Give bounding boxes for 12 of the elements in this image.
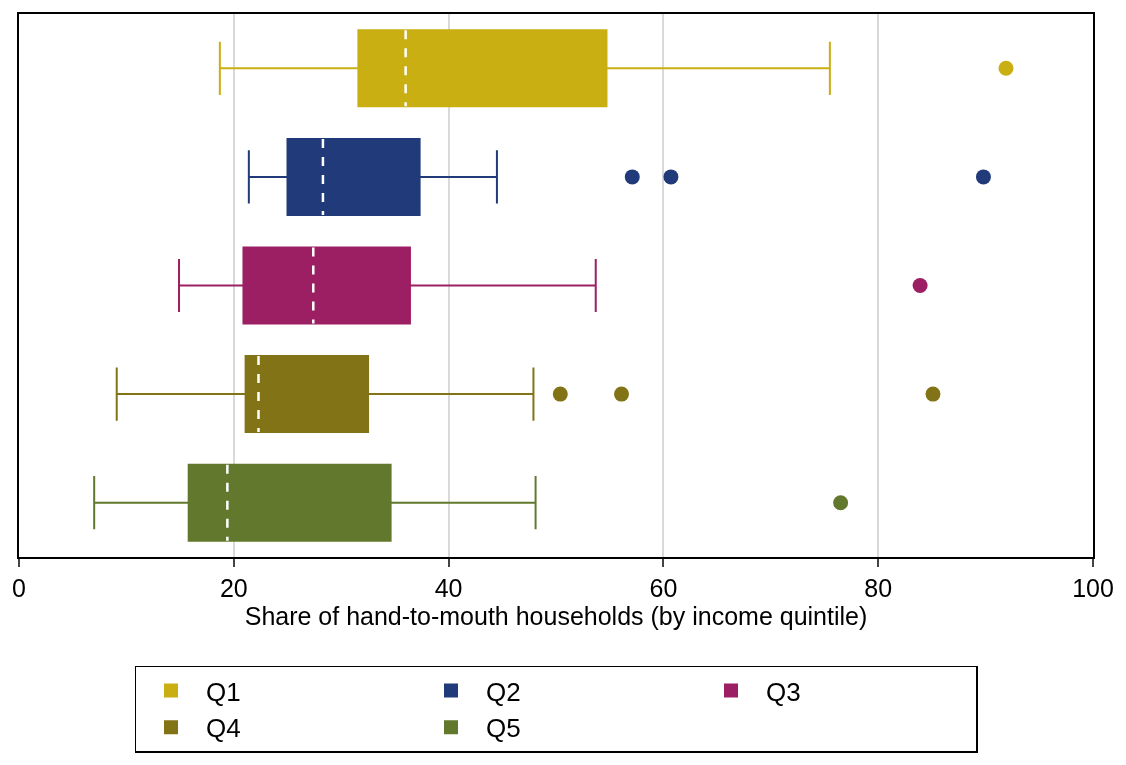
legend-label: Q1 — [206, 676, 241, 707]
legend-label: Q5 — [486, 713, 521, 744]
legend-label: Q3 — [766, 676, 801, 707]
x-tick-label: 100 — [1072, 574, 1114, 602]
x-tick-label: 0 — [12, 574, 26, 602]
x-tick-label: 80 — [864, 574, 893, 602]
x-tick-label: 60 — [649, 574, 678, 602]
x-axis-title: Share of hand-to-mouth households (by income quintile) — [244, 602, 868, 630]
x-tick-label: 20 — [219, 574, 248, 602]
legend-label: Q4 — [206, 713, 241, 744]
legend-label: Q2 — [486, 676, 521, 707]
x-tick-label: 40 — [434, 574, 463, 602]
